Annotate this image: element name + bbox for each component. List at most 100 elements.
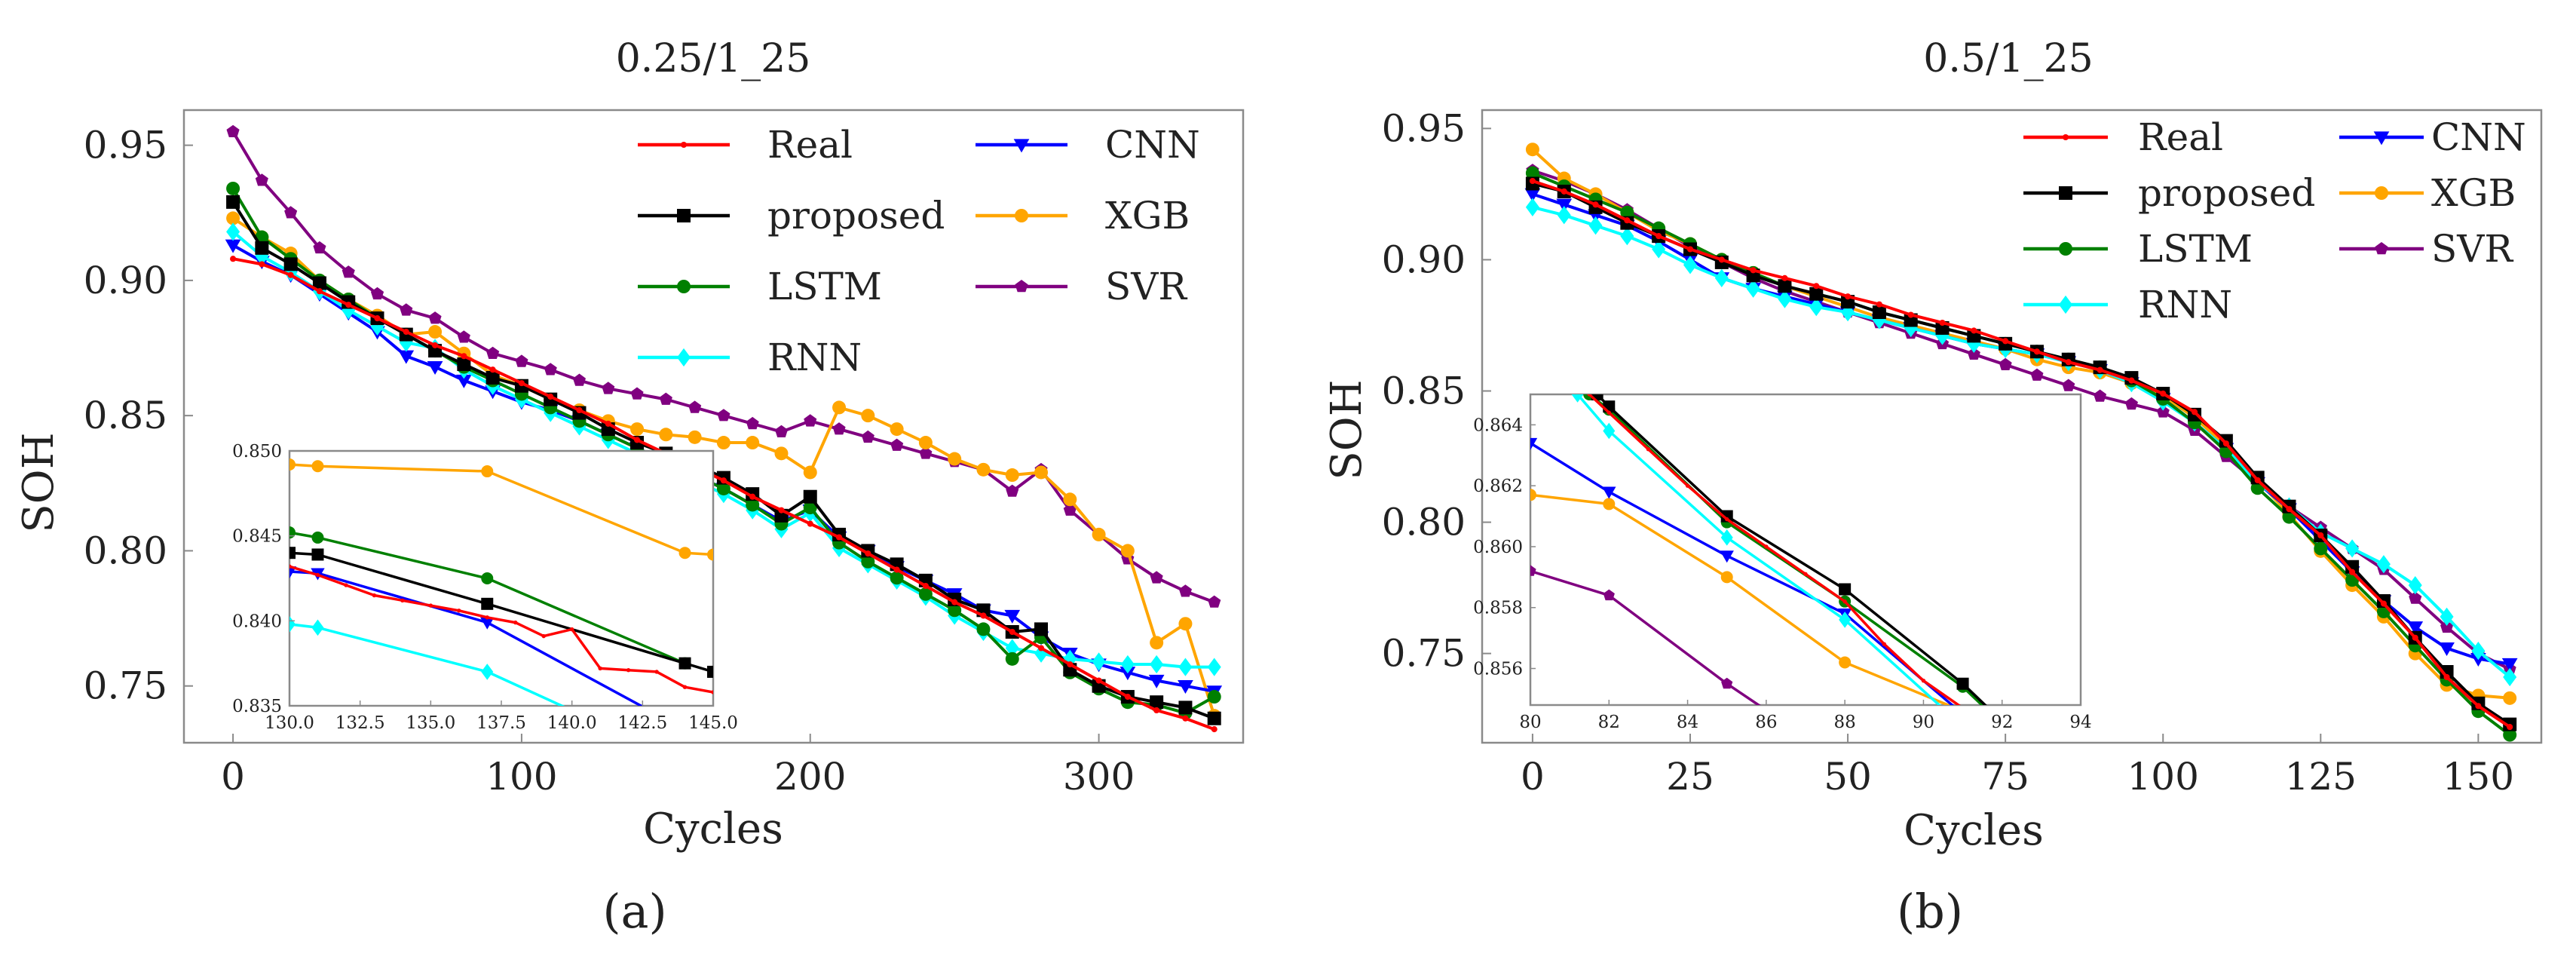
point-real [489,366,496,373]
point-real [403,328,409,336]
point-real [2380,600,2387,607]
inset-point-xgb [1603,498,1616,510]
point-proposed [457,357,471,372]
point-rnn [2376,555,2391,574]
panel-a-ticks: 0 100 200 300 0.75 0.80 0.85 0.90 0.95 [84,124,1135,799]
point-proposed [226,195,240,209]
point-rnn [1809,297,1824,317]
legend-marker [1013,139,1030,153]
point-real [1845,293,1852,300]
inset-point-real [428,603,433,608]
point-lstm [716,481,731,495]
point-real [2222,440,2229,447]
point-svr [659,392,672,405]
inset-point-svr [1530,565,1536,576]
point-svr [486,346,500,359]
point-real [230,256,237,262]
inset-x-tick-label: 137.5 [476,713,526,733]
point-svr [688,400,702,413]
point-rnn [1150,655,1164,674]
point-real [1907,311,1914,318]
legend-item-lstm: LSTM [638,265,882,308]
inset-point-proposed [1956,677,1969,690]
inset-x-tick-label: 135.0 [406,713,455,733]
point-lstm [2503,728,2517,742]
legend-item-cnn: CNN [2339,115,2526,159]
inset-point-rnn [1957,718,1969,734]
point-xgb [832,400,847,415]
point-lstm [861,554,875,569]
point-proposed [283,257,298,271]
point-real [2033,348,2041,355]
point-cnn [1004,609,1021,624]
x-tick-label: 100 [2127,755,2198,799]
point-xgb [226,211,240,225]
x-tick-label: 50 [1824,755,1872,799]
point-svr [774,425,788,437]
x-tick-label: 300 [1063,755,1135,799]
inset-line-lstm [289,531,686,665]
inset-point-svr [1603,589,1615,601]
point-proposed [1034,622,1049,636]
point-real [259,261,265,268]
point-real [1592,201,1599,208]
point-xgb [948,452,962,466]
point-rnn [1588,216,1603,235]
point-svr [919,446,933,459]
point-cnn [2501,658,2518,672]
point-svr [255,173,268,186]
legend-marker [677,280,691,293]
inset-point-real [1764,544,1769,549]
inset-point-real [315,572,320,578]
legend-item-proposed: proposed [2023,171,2315,215]
inset-point-real [1961,706,1965,710]
point-rnn [1005,639,1019,658]
inset-point-real [1646,447,1651,452]
point-svr [2124,397,2138,410]
inset-point-lstm [289,526,296,539]
legend-marker [2059,186,2072,200]
panel-a-label: (a) [602,884,666,939]
point-xgb [688,430,702,444]
point-real [2286,506,2293,513]
point-svr [428,311,442,324]
inset-point-xgb [1720,571,1733,584]
panel-b-inset-ticks: 80 82 84 86 88 90 92 94 0.856 0.858 0.860 0.862 0.86… [1473,415,2092,732]
x-tick-label: 25 [1666,755,1714,799]
point-proposed [312,276,326,290]
panel-b-label: (b) [1897,884,1963,939]
point-real [432,342,439,348]
point-svr [1150,571,1163,584]
inset-point-proposed [678,657,691,670]
point-cnn [398,350,415,364]
point-proposed [1150,695,1164,710]
inset-point-cnn [480,617,495,630]
inset-x-tick-label: 140.0 [547,713,597,733]
series-line-rnn [1532,205,2511,679]
point-lstm [948,603,962,618]
point-rnn [1652,240,1666,259]
legend-label: XGB [1105,194,1190,238]
point-real [1781,274,1788,281]
inset-point-cnn [1956,709,1969,721]
inset-y-tick-label: 0.840 [232,612,282,631]
legend-marker [2059,295,2072,314]
point-real [1813,283,1820,290]
point-svr [400,303,413,316]
point-lstm [226,181,240,195]
inset-point-real [598,666,602,671]
legend-marker [2062,133,2069,141]
point-xgb [1092,527,1106,541]
inset-point-real [711,690,713,694]
point-cnn [1148,674,1165,688]
point-rnn [2408,575,2422,595]
inset-point-xgb [1957,705,1969,717]
inset-point-xgb [311,460,324,473]
point-rnn [1778,290,1792,308]
inset-point-svr [1812,739,1823,750]
point-xgb [1150,636,1164,650]
point-rnn [2471,642,2486,661]
inset-line-xgb [1530,493,1952,705]
inset-point-real [344,583,348,587]
